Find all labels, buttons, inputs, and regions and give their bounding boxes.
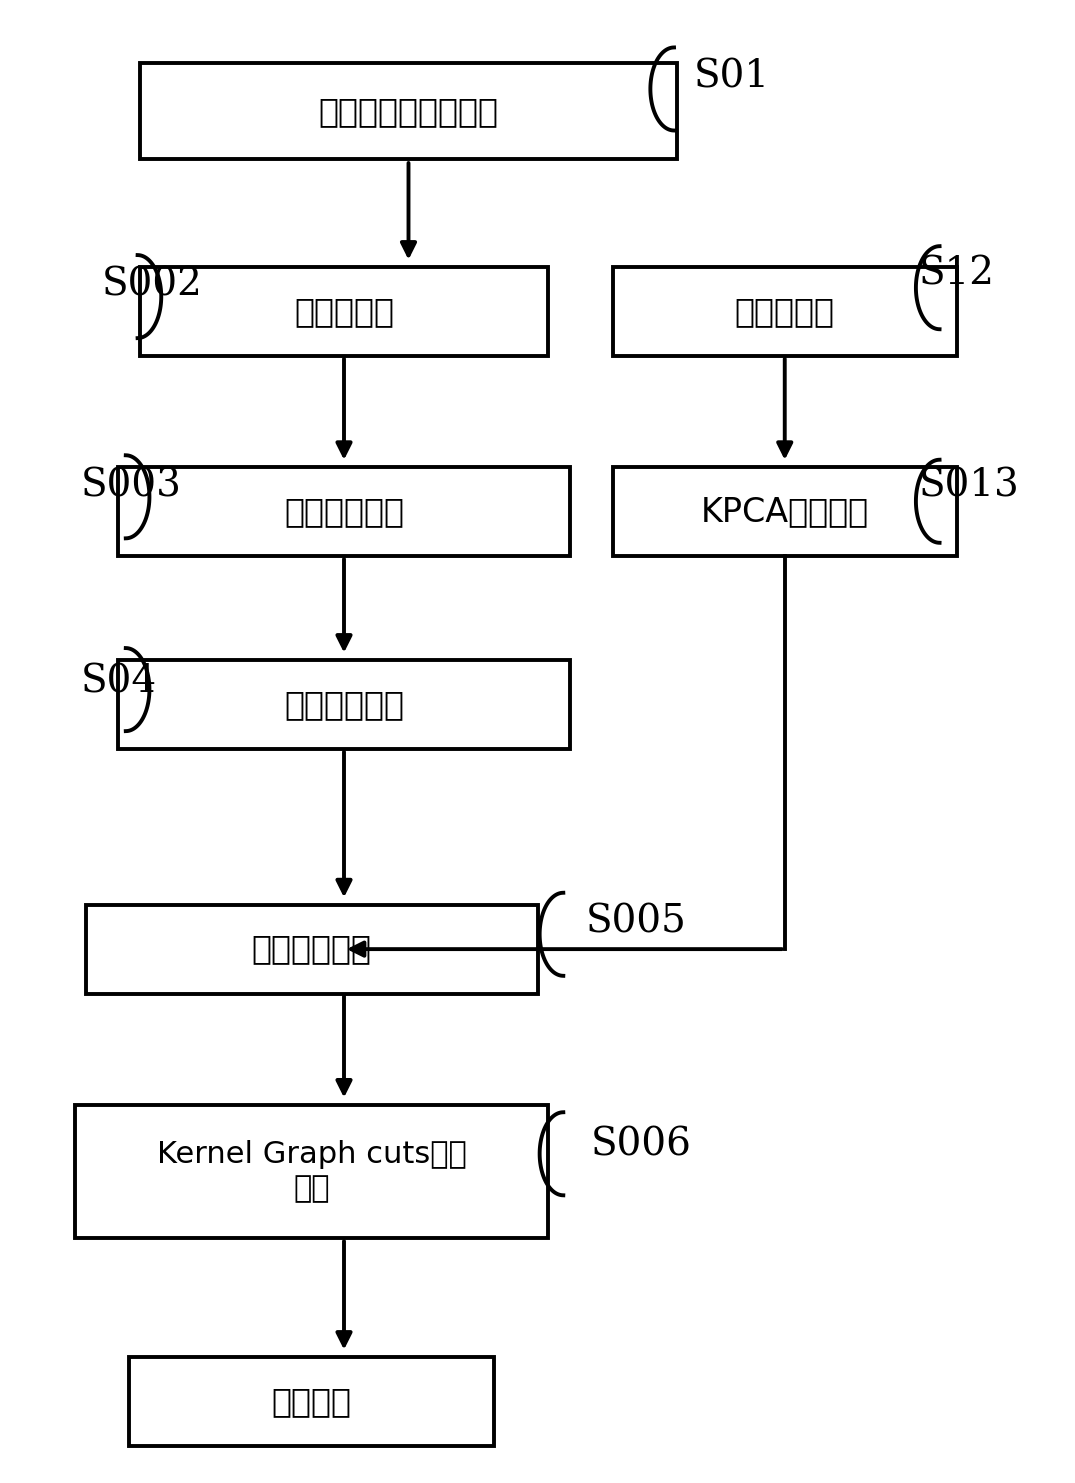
Text: 膨胀腐蚀模块: 膨胀腐蚀模块	[284, 495, 404, 528]
Text: S013: S013	[919, 469, 1020, 504]
Bar	[118, 660, 570, 749]
Bar	[140, 62, 677, 159]
Text: 形状模板集: 形状模板集	[734, 295, 835, 328]
Text: S003: S003	[81, 469, 182, 504]
Text: 带状闭合区域: 带状闭合区域	[284, 688, 404, 721]
Bar	[140, 267, 548, 356]
Text: S002: S002	[102, 267, 203, 303]
Text: 分割结果: 分割结果	[272, 1385, 352, 1418]
Bar	[118, 467, 570, 556]
Text: S12: S12	[919, 257, 995, 292]
Text: 初始化模块: 初始化模块	[293, 295, 395, 328]
Text: S04: S04	[81, 664, 157, 700]
Text: S006: S006	[591, 1127, 692, 1163]
Text: S005: S005	[586, 905, 687, 940]
Bar	[613, 267, 957, 356]
Text: 能量函数模块: 能量函数模块	[252, 933, 372, 965]
Bar	[86, 905, 538, 994]
Text: S01: S01	[693, 59, 770, 95]
Bar	[613, 467, 957, 556]
Text: Kernel Graph cuts分割
模块: Kernel Graph cuts分割 模块	[157, 1140, 467, 1203]
Text: KPCA训练模块: KPCA训练模块	[701, 495, 869, 528]
Bar	[75, 1105, 548, 1238]
Text: 待分割腹部核磁图像: 待分割腹部核磁图像	[318, 95, 499, 128]
Bar	[129, 1357, 494, 1446]
